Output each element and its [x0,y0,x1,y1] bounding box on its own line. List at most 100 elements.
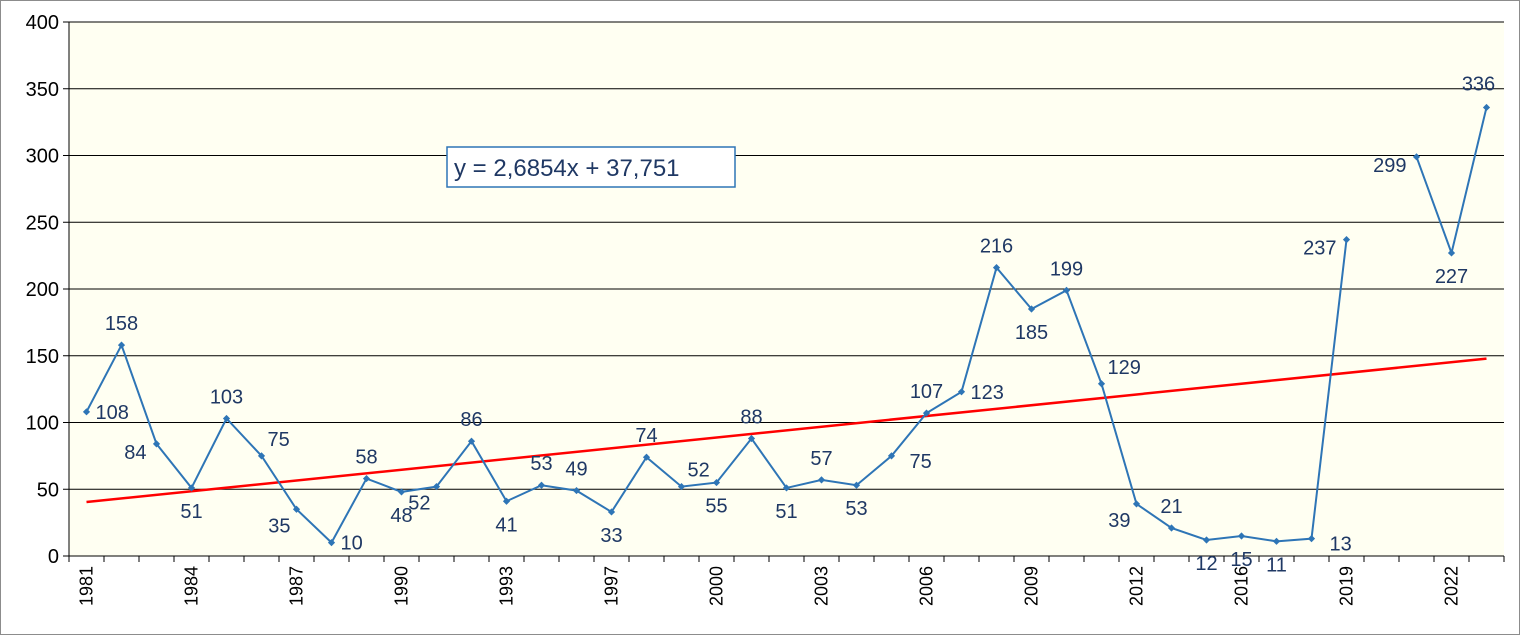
data-point [467,437,476,445]
data-label: 75 [910,451,932,473]
x-tick-label: 1981 [77,566,97,606]
data-point [502,497,511,505]
data-point [82,408,91,416]
data-point [432,482,441,491]
data-label: 57 [810,448,832,470]
data-label: 58 [355,447,377,469]
data-label: 237 [1303,238,1336,260]
x-tick-label: 2012 [1127,566,1147,606]
y-tick-label: 200 [26,279,59,301]
data-label: 33 [600,525,622,547]
data-point [1482,103,1491,112]
y-tick-label: 50 [37,479,59,501]
data-label: 86 [460,409,482,431]
data-label: 35 [268,515,290,537]
data-point [327,539,336,547]
equation-text: y = 2,6854x + 37,751 [454,155,680,182]
data-label: 10 [341,533,363,555]
data-point [992,264,1001,272]
x-tick-label: 1997 [602,566,622,606]
data-point [1412,153,1421,161]
data-label: 41 [495,514,517,536]
data-point [1342,236,1351,244]
x-tick-label: 2006 [917,566,937,606]
y-tick-label: 300 [26,146,59,168]
x-tick-label: 1984 [182,566,202,606]
data-label: 103 [210,386,243,408]
data-point [607,508,616,516]
data-point [957,388,966,396]
data-label: 51 [180,501,202,523]
data-point [1272,537,1281,545]
equation-box [446,146,736,188]
data-label: 21 [1160,496,1182,518]
data-label: 13 [1330,534,1352,556]
data-point [1027,305,1036,313]
data-label: 129 [1108,357,1141,379]
data-point [1237,532,1246,540]
series-group [82,103,1491,547]
data-point [642,453,651,461]
data-point [1062,286,1071,294]
x-tick-label: 2016 [1232,566,1252,606]
y-tick-label: 250 [26,212,59,234]
x-tick-label: 1987 [287,566,307,606]
x-tick-label: 2003 [812,566,832,606]
data-label: 12 [1195,553,1217,575]
data-label: 52 [408,493,430,515]
data-point [782,484,791,492]
data-point [1307,535,1316,543]
x-tick-label: 2000 [707,566,727,606]
data-point [572,486,581,495]
x-tick-label: 1990 [392,566,412,606]
data-label: 336 [1462,73,1495,95]
data-label: 107 [910,381,943,403]
data-point [537,481,546,489]
data-point [747,434,756,443]
x-tick-label: 2022 [1442,566,1462,606]
data-point [117,341,126,349]
y-tick-label: 400 [26,12,59,34]
data-point [852,481,861,489]
data-point [292,505,301,513]
data-point [1202,536,1211,544]
data-label: 53 [845,498,867,520]
data-label: 51 [775,501,797,523]
data-label: 185 [1015,322,1048,344]
data-label: 199 [1050,258,1083,280]
y-tick-label: 150 [26,346,59,368]
data-label: 39 [1108,510,1130,532]
y-tick-label: 350 [26,79,59,101]
data-point [222,414,231,423]
x-tick-label: 1993 [497,566,517,606]
data-point [677,482,686,491]
data-label: 53 [530,453,552,475]
data-point [817,476,826,484]
trendline-group [86,357,1487,504]
data-label: 88 [740,407,762,429]
data-point [362,474,371,483]
data-point [1167,524,1176,532]
trendline [86,357,1487,504]
x-axis-ticks: 1981 1984 1987 1990 1993 1997 2000 2003 2006 2009… [68,556,1505,606]
data-point [1097,380,1106,388]
data-label: 11 [1266,554,1287,576]
data-label: 74 [635,425,657,447]
data-point [1447,249,1456,257]
x-tick-label: 2009 [1022,566,1042,606]
data-point [887,452,896,460]
data-label: 52 [688,460,710,482]
y-tick-label: 100 [26,413,59,435]
data-point [397,488,406,496]
data-label: 15 [1230,549,1252,571]
y-tick-label: 0 [48,546,59,568]
data-point [257,452,266,460]
data-label: 84 [124,442,146,464]
y-axis-ticks: 0 50 100 150 200 250 300 350 400 [26,12,69,568]
data-label: 123 [971,382,1004,404]
data-label: 55 [705,496,727,518]
data-point [922,409,931,417]
data-label: 227 [1435,266,1468,288]
